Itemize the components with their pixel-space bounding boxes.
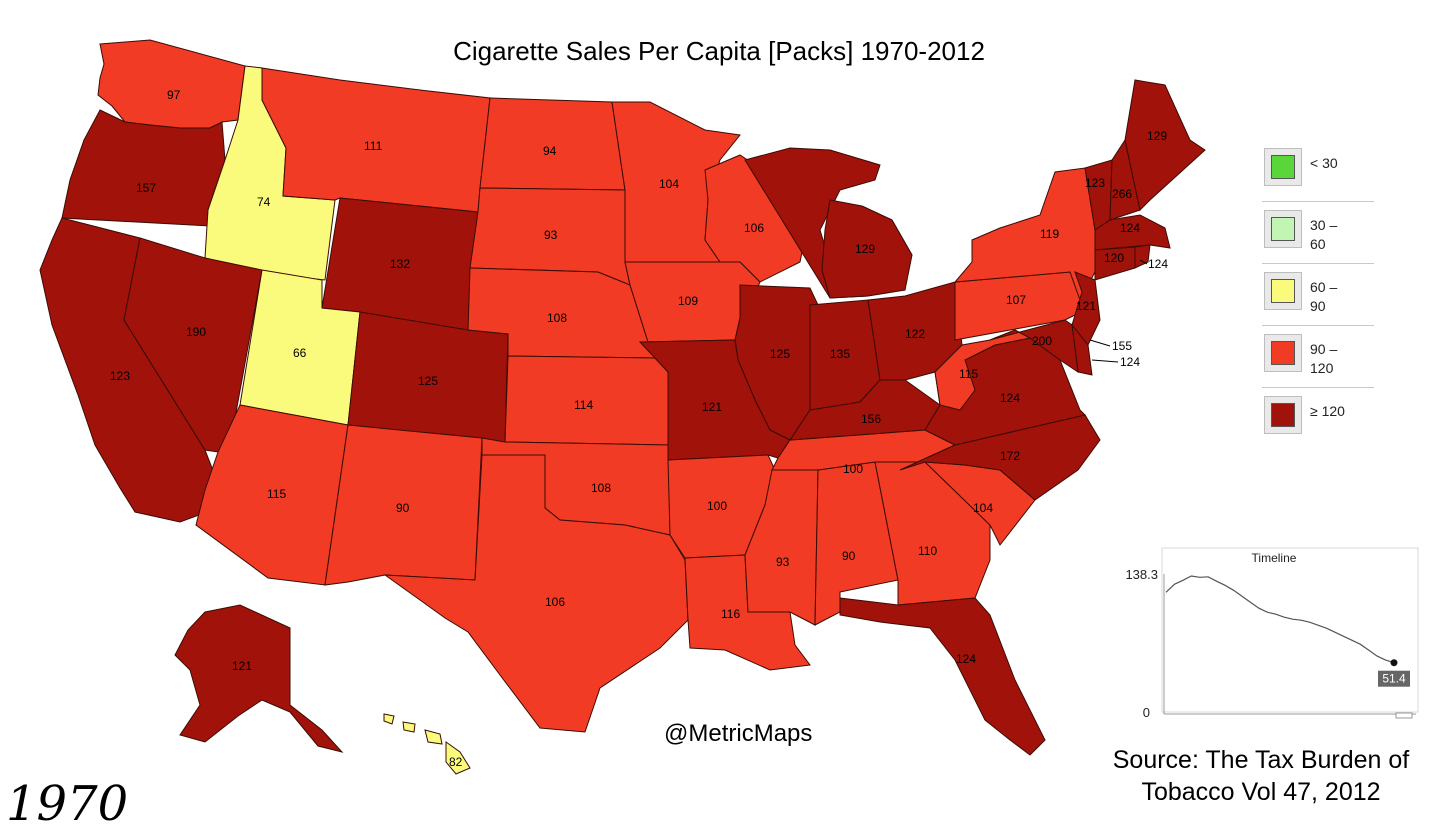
legend-item: 30 – 60 — [1262, 202, 1374, 264]
timeline-ymax-label: 138.3 — [1125, 567, 1158, 582]
label-NC: 172 — [1000, 449, 1020, 463]
label-MI: 129 — [855, 242, 875, 256]
leader-RI — [1139, 259, 1148, 265]
label-OR: 157 — [136, 181, 156, 195]
label-NE: 108 — [547, 311, 567, 325]
label-NY: 119 — [1040, 227, 1059, 241]
label-LA: 116 — [721, 607, 740, 621]
legend-swatch — [1264, 396, 1302, 434]
legend-label: ≥ 120 — [1310, 403, 1345, 419]
label-SD: 93 — [544, 228, 558, 242]
label-VA: 124 — [1000, 391, 1020, 405]
legend-swatch — [1264, 210, 1302, 248]
leader-MD — [1091, 359, 1119, 363]
legend-item: < 30 — [1262, 140, 1374, 202]
label-AL: 90 — [842, 549, 856, 563]
label-NJ: 121 — [1076, 299, 1096, 313]
label-ME: 129 — [1147, 129, 1167, 143]
label-WI: 106 — [744, 221, 764, 235]
label-CO: 125 — [418, 374, 438, 388]
label-KY: 156 — [861, 412, 881, 426]
state-HI-maui — [424, 729, 443, 745]
label-CT: 120 — [1104, 251, 1124, 265]
legend-swatch — [1264, 272, 1302, 310]
timeline-series-line — [1165, 575, 1395, 664]
label-TN: 100 — [843, 462, 863, 476]
state-MI-L — [821, 199, 913, 299]
timeline-current-point — [1390, 659, 1398, 667]
legend-label: 30 – 60 — [1310, 217, 1338, 252]
label-UT: 66 — [293, 346, 307, 360]
label-DE: 155 — [1112, 339, 1132, 353]
state-HI-big — [445, 741, 471, 775]
label-NH: 266 — [1112, 187, 1132, 201]
state-AK — [174, 604, 344, 753]
label-FL: 124 — [956, 652, 976, 666]
source-citation: Source: The Tax Burden of Tobacco Vol 47… — [1112, 746, 1410, 806]
label-IL: 125 — [770, 347, 790, 361]
label-CA: 123 — [110, 369, 130, 383]
state-ME — [1124, 79, 1206, 212]
timeline-frame — [1161, 547, 1419, 713]
legend-item: 60 – 90 — [1262, 264, 1374, 326]
state-TX — [383, 454, 689, 733]
label-HI: 82 — [449, 755, 463, 769]
legend-item: ≥ 120 — [1262, 388, 1374, 449]
state-value-labels: 97 157 74 111 132 94 93 104 106 129 119 … — [110, 88, 1168, 769]
legend-item: 90 – 120 — [1262, 326, 1374, 388]
label-MN: 104 — [659, 177, 679, 191]
label-OH: 122 — [905, 327, 925, 341]
label-NV: 190 — [186, 325, 206, 339]
label-VT: 123 — [1085, 176, 1105, 190]
label-IN: 135 — [830, 347, 850, 361]
legend-label: 60 – 90 — [1310, 279, 1338, 314]
legend-label: 90 – 120 — [1310, 341, 1338, 376]
state-RI — [1134, 244, 1151, 269]
state-MD — [989, 319, 1079, 374]
label-AZ: 115 — [267, 487, 286, 501]
label-MA: 124 — [1120, 221, 1140, 235]
label-OK: 108 — [591, 481, 611, 495]
label-AK: 121 — [232, 659, 252, 673]
label-WV: 115 — [959, 367, 978, 381]
label-PA: 107 — [1006, 293, 1026, 307]
label-MO: 121 — [702, 400, 722, 414]
label-DC: 200 — [1032, 334, 1052, 348]
label-MT: 111 — [364, 139, 383, 153]
label-GA: 110 — [918, 544, 937, 558]
label-MS: 93 — [776, 555, 790, 569]
label-MD: 124 — [1120, 355, 1140, 369]
label-ID: 74 — [257, 195, 271, 209]
legend-label: < 30 — [1310, 155, 1338, 171]
timeline-title: Timeline — [1252, 551, 1297, 565]
label-IA: 109 — [678, 294, 698, 308]
year-label: 1970 — [6, 776, 129, 828]
state-HI-kauai — [383, 713, 395, 725]
label-KS: 114 — [574, 398, 593, 412]
label-ND: 94 — [543, 144, 557, 158]
timeline-value-badge — [1378, 670, 1410, 687]
state-FL — [839, 597, 1046, 756]
timeline-ymin-label: 0 — [1143, 705, 1150, 720]
map-title: Cigarette Sales Per Capita [Packs] 1970-… — [453, 36, 985, 66]
legend: < 30 30 – 60 60 – 90 90 – 120 ≥ 120 — [1262, 140, 1374, 449]
timeline-chart: Timeline 138.3 0 51.4 — [1125, 547, 1419, 720]
label-WA: 97 — [167, 88, 181, 102]
timeline-scroll-handle[interactable] — [1395, 712, 1413, 719]
legend-swatch — [1264, 148, 1302, 186]
state-WV — [934, 329, 1032, 411]
timeline-current-value: 51.4 — [1382, 672, 1406, 686]
label-AR: 100 — [707, 499, 727, 513]
label-SC: 104 — [973, 501, 993, 515]
label-WY: 132 — [390, 257, 410, 271]
attribution-handle: @MetricMaps — [664, 720, 813, 747]
label-TX: 106 — [545, 595, 565, 609]
legend-swatch — [1264, 334, 1302, 372]
label-RI: 124 — [1148, 257, 1168, 271]
leader-DE — [1089, 339, 1111, 347]
state-HI-oahu — [402, 721, 416, 733]
label-NM: 90 — [396, 501, 410, 515]
